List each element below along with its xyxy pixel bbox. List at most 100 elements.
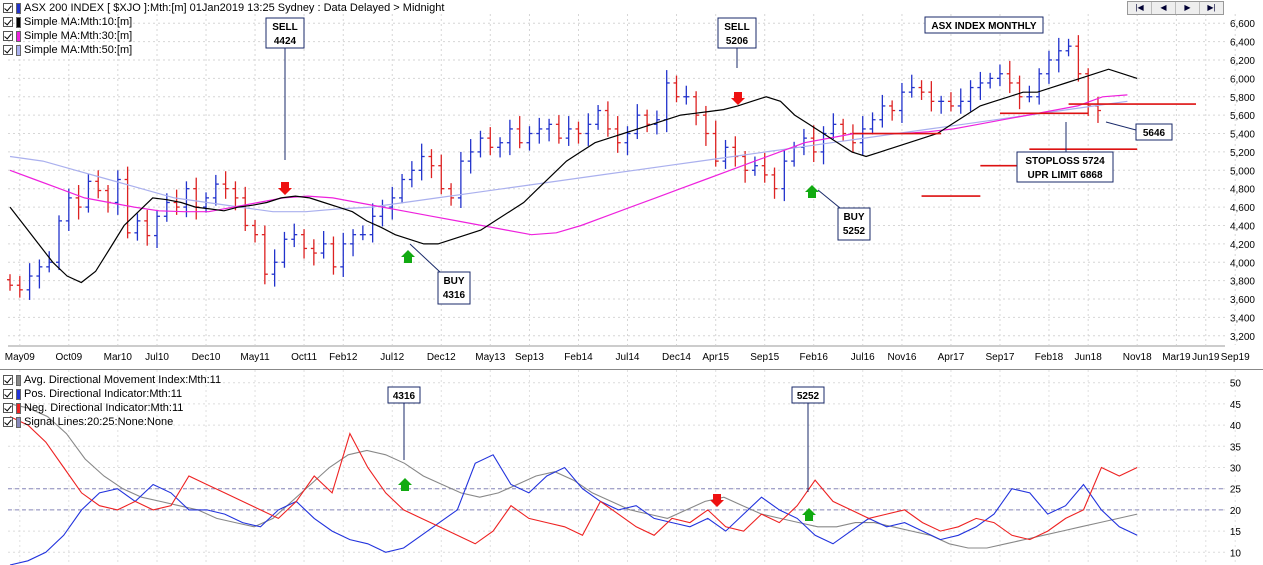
y-tick-label: 35 — [1230, 442, 1242, 453]
navigation-bar: |◀ ◀ ▶ ▶| — [1127, 1, 1224, 15]
annotation-text: STOPLOSS 5724 — [1025, 156, 1105, 167]
annotation-box — [717, 17, 757, 49]
panel-divider — [0, 369, 1263, 370]
price-chart: 3,200 3,400 3,600 3,800 4,000 4,200 4,400 4,600… — [5, 14, 1255, 363]
y-tick-label: 5,000 — [1230, 166, 1255, 177]
annotation-box — [265, 17, 305, 49]
indicator-chart: 10152025303540455043165252 — [8, 370, 1242, 565]
annotation-text: 5252 — [797, 391, 820, 402]
buy-arrow-icon — [401, 250, 415, 263]
x-tick-label: Sep19 — [1221, 352, 1250, 363]
swatch-signal — [16, 416, 21, 428]
annotation-last-price: 5646 — [1135, 123, 1173, 141]
annotation-connector — [1105, 121, 1137, 131]
annotation-box — [1016, 151, 1114, 183]
next-page-button[interactable]: ▶ — [1176, 2, 1200, 14]
y-tick-label: 5,400 — [1230, 130, 1255, 141]
x-tick-label: Dec10 — [192, 352, 221, 363]
x-tick-label: Feb18 — [1035, 352, 1064, 363]
annotation-buy-1: BUY 4316 — [437, 271, 471, 305]
annotation-text: BUY — [843, 212, 864, 223]
chart-title: ASX INDEX MONTHLY — [931, 21, 1037, 32]
swatch-ndi — [16, 402, 21, 414]
legend-label: Simple MA:Mth:30:[m] — [24, 30, 133, 42]
title-box: ASX INDEX MONTHLY — [924, 16, 1044, 34]
ma50-line — [9, 100, 1128, 213]
checkbox-icon[interactable] — [3, 403, 13, 413]
checkbox-icon[interactable] — [3, 375, 13, 385]
annotation-sell-1: SELL 4424 — [265, 17, 305, 49]
checkbox-icon[interactable] — [3, 45, 13, 55]
y-tick-label: 6,400 — [1230, 38, 1255, 49]
annotation-text: 5206 — [726, 36, 749, 47]
swatch-ma10 — [16, 16, 21, 28]
checkbox-icon[interactable] — [3, 417, 13, 427]
legend-row-pdi[interactable]: Pos. Directional Indicator:Mth:11 — [3, 387, 221, 401]
x-tick-label: Mar19 — [1162, 352, 1191, 363]
y-tick-label: 5,800 — [1230, 93, 1255, 104]
swatch-ma50 — [16, 44, 21, 56]
y-tick-label: 50 — [1230, 379, 1242, 390]
annotation-connector — [817, 189, 841, 209]
y-tick-label: 4,600 — [1230, 203, 1255, 214]
annotation-buy-2: BUY 5252 — [837, 207, 871, 241]
legend-row-ma50[interactable]: Simple MA:Mth:50:[m] — [3, 43, 444, 57]
x-tick-label: Sep13 — [515, 352, 544, 363]
x-tick-label: Sep15 — [750, 352, 779, 363]
x-tick-label: Jul16 — [851, 352, 875, 363]
last-page-button[interactable]: ▶| — [1207, 3, 1216, 12]
annotation-adx-4316: 4316 — [387, 386, 421, 404]
ma10-line — [9, 68, 1138, 284]
swatch-adx — [16, 374, 21, 386]
checkbox-icon[interactable] — [3, 389, 13, 399]
checkbox-icon[interactable] — [3, 17, 13, 27]
x-tick-label: Oct09 — [55, 352, 82, 363]
y-tick-label: 4,200 — [1230, 240, 1255, 251]
annotation-text: 4316 — [393, 391, 416, 402]
legend-label: Simple MA:Mth:10:[m] — [24, 16, 133, 28]
y-tick-label: 3,600 — [1230, 295, 1255, 306]
pdi-line — [9, 454, 1138, 565]
prev-page-button[interactable]: ◀ — [1152, 2, 1176, 14]
x-tick-label: May11 — [240, 352, 270, 363]
annotation-text: 5646 — [1143, 128, 1166, 139]
annotation-text: SELL — [272, 22, 298, 33]
annotation-sell-2: SELL 5206 — [717, 17, 757, 49]
legend-row-ma30[interactable]: Simple MA:Mth:30:[m] — [3, 29, 444, 43]
x-tick-label: Jun18 — [1075, 352, 1103, 363]
y-tick-label: 5,600 — [1230, 111, 1255, 122]
legend-label: Avg. Directional Movement Index:Mth:11 — [24, 374, 222, 386]
first-page-button[interactable]: |◀ — [1128, 2, 1152, 14]
ndi-line — [9, 416, 1138, 545]
title-box-border — [924, 16, 1044, 34]
x-tick-label: Nov16 — [887, 352, 916, 363]
y-tick-label: 15 — [1230, 527, 1242, 538]
swatch-ma30 — [16, 30, 21, 42]
y-tick-label: 4,800 — [1230, 185, 1255, 196]
x-tick-label: Nov18 — [1123, 352, 1152, 363]
x-tick-label: Oct11 — [291, 352, 317, 363]
annotation-text: UPR LIMIT 6868 — [1027, 170, 1102, 181]
legend-row-signal[interactable]: Signal Lines:20:25:None:None — [3, 415, 221, 429]
legend-label: Simple MA:Mth:50:[m] — [24, 44, 133, 56]
checkbox-icon[interactable] — [3, 3, 13, 13]
indicator-legend: Avg. Directional Movement Index:Mth:11 P… — [3, 373, 221, 429]
checkbox-icon[interactable] — [3, 31, 13, 41]
swatch-price — [16, 2, 21, 14]
annotation-text: 4316 — [443, 290, 466, 301]
legend-row-ma10[interactable]: Simple MA:Mth:10:[m] — [3, 15, 444, 29]
legend-row-price[interactable]: ASX 200 INDEX [ $XJO ]:Mth:[m] 01Jan2019… — [3, 1, 444, 15]
legend-label: Signal Lines:20:25:None:None — [24, 416, 174, 428]
legend-row-ndi[interactable]: Neg. Directional Indicator:Mth:11 — [3, 401, 221, 415]
buy-arrow-icon — [802, 508, 816, 521]
y-tick-label: 4,400 — [1230, 221, 1255, 232]
annotation-box — [387, 386, 421, 404]
legend-row-adx[interactable]: Avg. Directional Movement Index:Mth:11 — [3, 373, 221, 387]
annotation-connector — [409, 243, 441, 273]
y-tick-label: 30 — [1230, 464, 1242, 475]
legend-label: Neg. Directional Indicator:Mth:11 — [24, 402, 184, 414]
y-tick-label: 6,000 — [1230, 74, 1255, 85]
swatch-pdi — [16, 388, 21, 400]
y-tick-label: 5,200 — [1230, 148, 1255, 159]
